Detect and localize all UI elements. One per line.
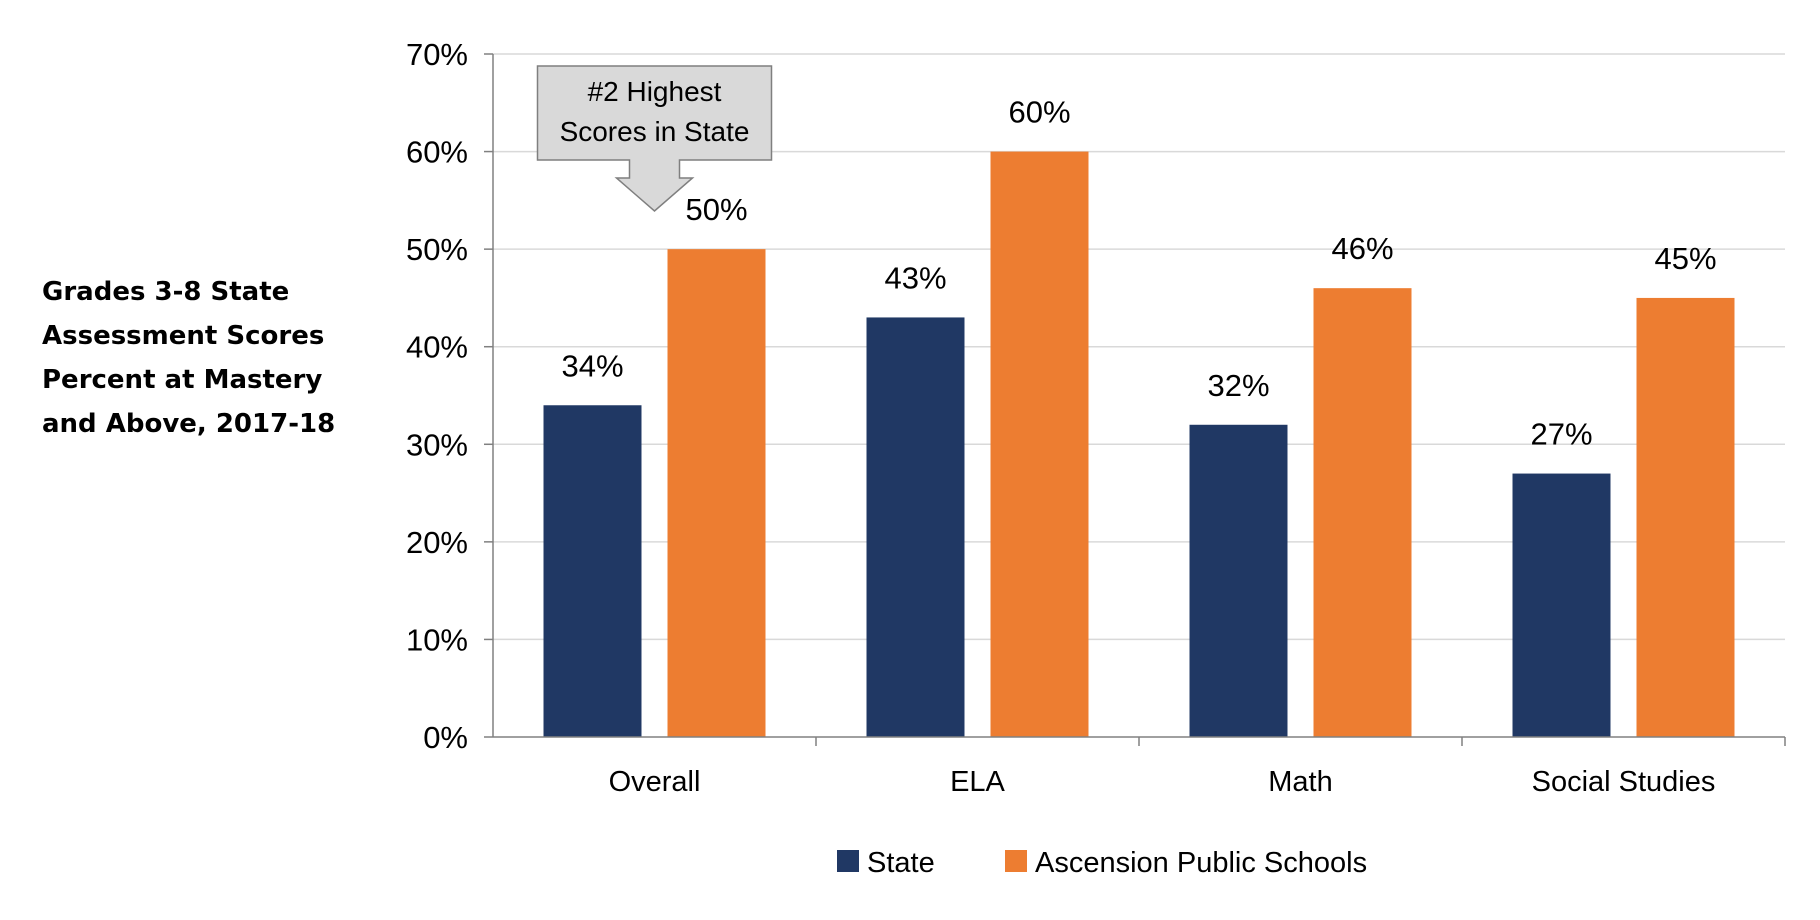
callout: #2 Highest Scores in State	[536, 65, 773, 212]
bar-state	[866, 317, 965, 737]
legend-swatch-district	[1005, 850, 1027, 872]
data-label: 32%	[1207, 368, 1269, 403]
bar-state	[543, 405, 642, 737]
bar-district	[667, 249, 766, 737]
chart-title: Grades 3-8 State Assessment Scores Perce…	[42, 277, 336, 439]
y-tick-label: 70%	[406, 37, 468, 72]
legend-label: Ascension Public Schools	[1035, 847, 1367, 879]
data-label: 45%	[1654, 241, 1716, 276]
bar-district	[990, 151, 1089, 738]
y-tick-label: 0%	[423, 720, 468, 755]
legend-label: State	[867, 847, 935, 879]
callout-text-line2: Scores in State	[560, 116, 750, 147]
bars	[543, 151, 1735, 738]
data-label: 27%	[1530, 417, 1592, 452]
bar-district	[1313, 288, 1412, 737]
legend: State Ascension Public Schools	[837, 847, 1367, 879]
bar-state	[1512, 473, 1611, 737]
data-label: 46%	[1331, 231, 1393, 266]
x-tick-label: Social Studies	[1532, 766, 1716, 798]
data-labels: 34% 50% 43% 60% 32% 46% 27% 45%	[561, 95, 1716, 452]
bar-state	[1189, 424, 1288, 737]
y-tick-label: 30%	[406, 427, 468, 462]
x-tick-label: ELA	[950, 766, 1005, 798]
y-tick-label: 10%	[406, 622, 468, 657]
data-label: 34%	[561, 348, 623, 383]
y-tick-label: 40%	[406, 330, 468, 365]
axes: 0% 10% 20% 30% 40% 50% 60% 70% Overall ELA Math Soc…	[406, 37, 1786, 798]
legend-swatch-state	[837, 850, 859, 872]
y-tick-label: 50%	[406, 232, 468, 267]
data-label: 43%	[884, 260, 946, 295]
bar-district	[1636, 297, 1735, 737]
callout-arrow-box	[536, 65, 773, 212]
x-tick-label: Math	[1268, 766, 1332, 798]
y-tick-label: 60%	[406, 135, 468, 170]
data-label: 60%	[1008, 95, 1070, 130]
callout-text-line1: #2 Highest	[588, 76, 722, 107]
x-tick-label: Overall	[609, 766, 701, 798]
y-tick-label: 20%	[406, 525, 468, 560]
data-label: 50%	[685, 192, 747, 227]
